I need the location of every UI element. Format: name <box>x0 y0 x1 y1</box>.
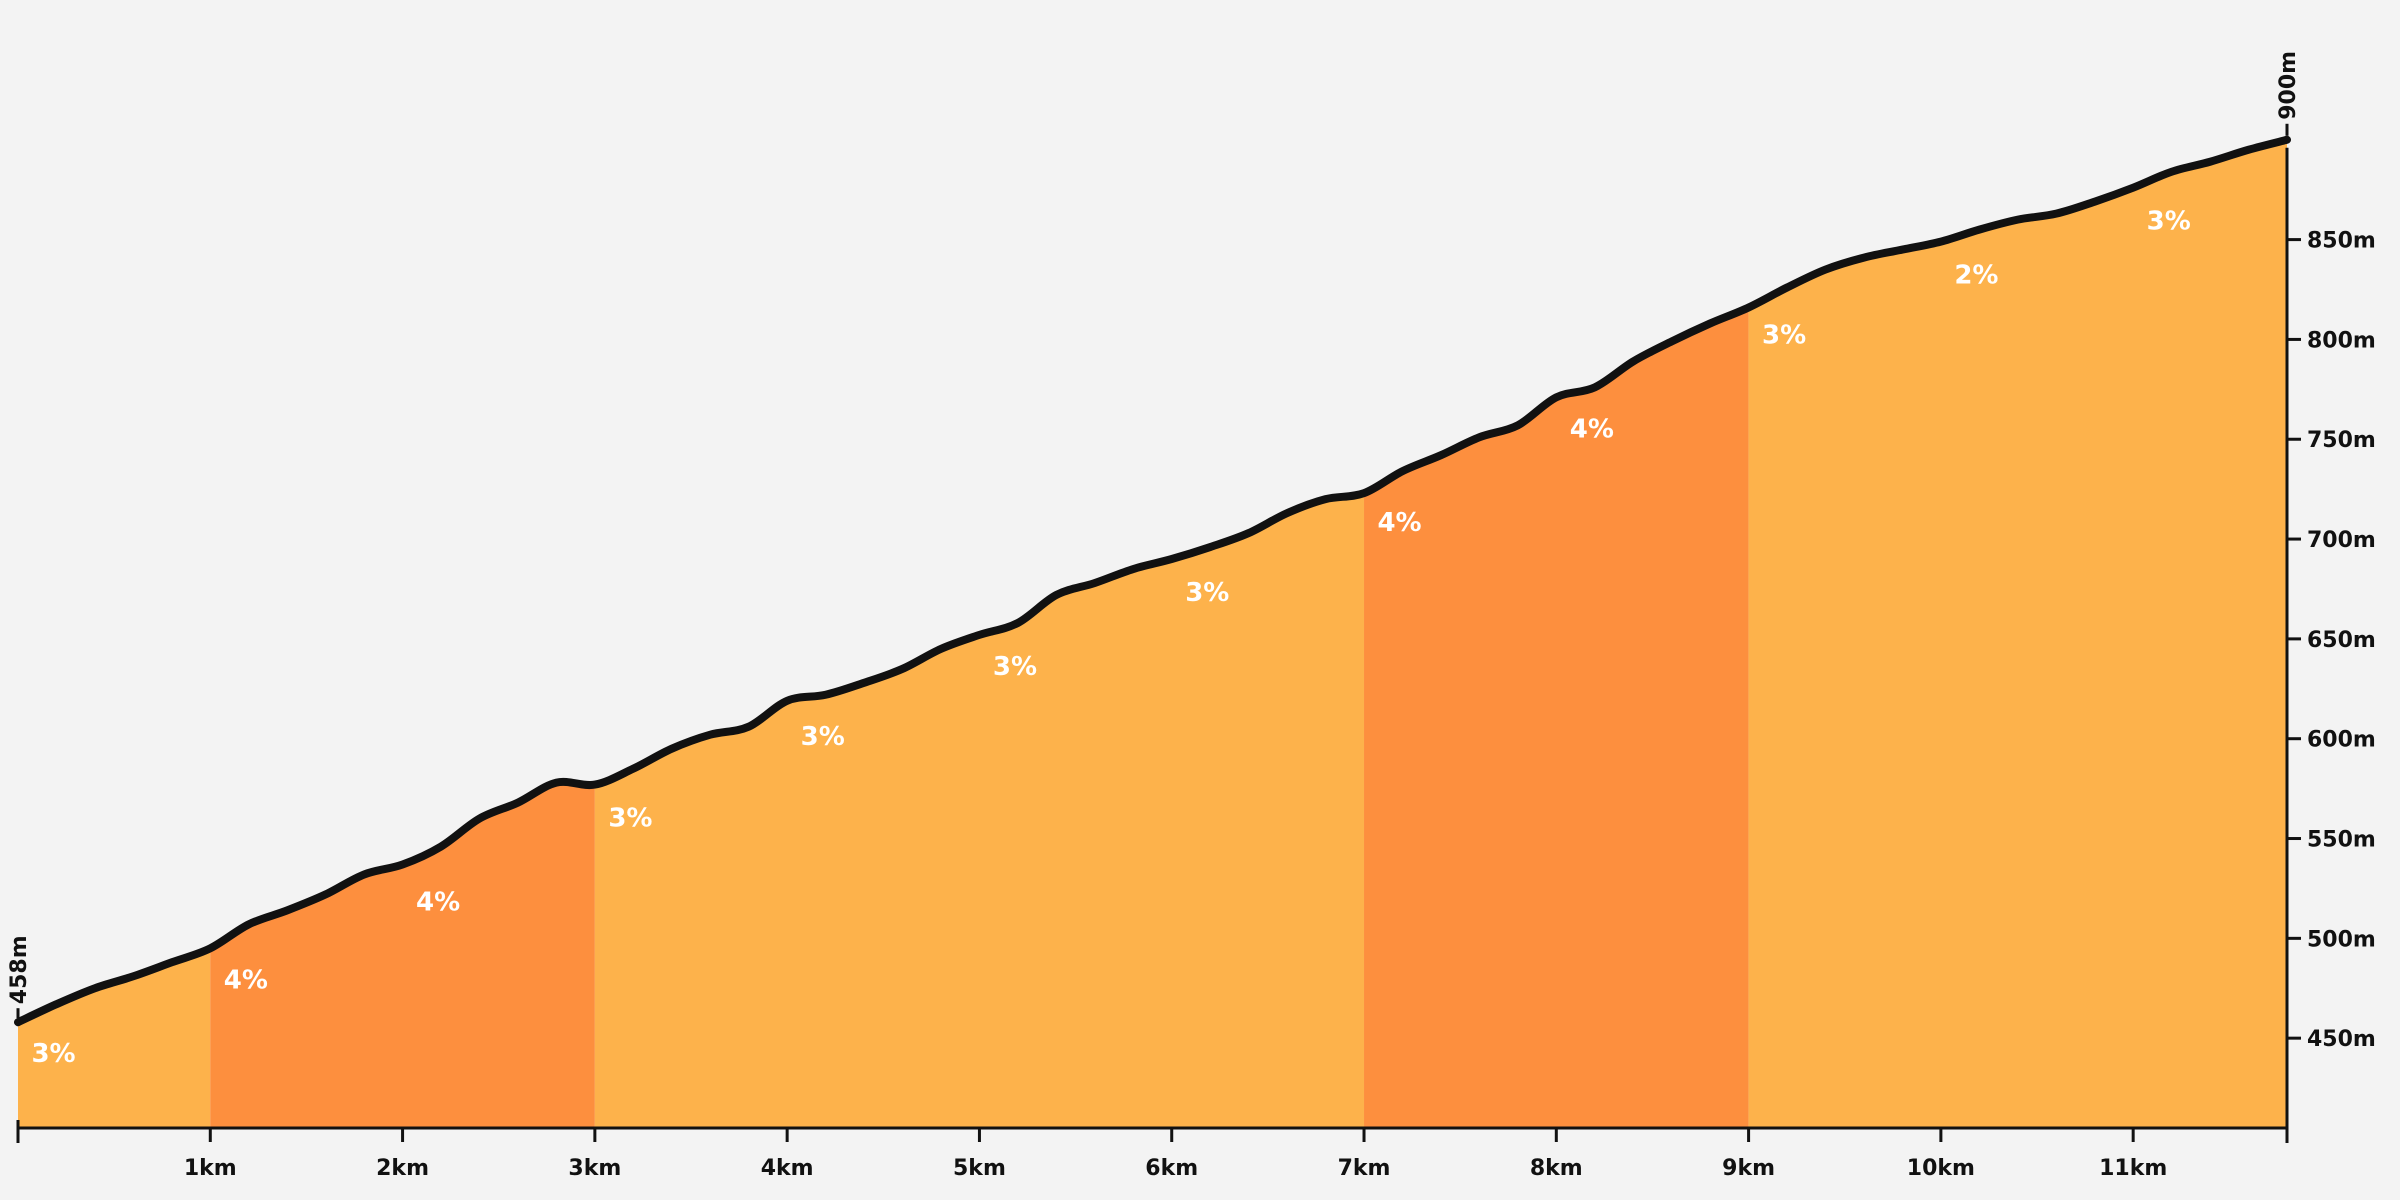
x-tick-label: 5km <box>953 1156 1006 1181</box>
grade-labels: 3% 4% 4% 3% 3% 3% 3% 4% 4% 3% 2% 3% <box>31 207 2190 1069</box>
x-tick-label: 1km <box>184 1156 237 1181</box>
grade-label: 3% <box>801 722 845 752</box>
grade-label: 4% <box>416 887 460 917</box>
y-tick-label: 850m <box>2307 229 2376 254</box>
y-tick-label: 650m <box>2307 628 2376 653</box>
elevation-line <box>14 135 2291 1027</box>
grade-segment-2 <box>210 139 595 1128</box>
grade-label: 3% <box>2147 207 2191 237</box>
grade-label: 4% <box>1570 414 1614 444</box>
y-tick-label: 550m <box>2307 828 2376 853</box>
grade-label: 4% <box>224 965 268 995</box>
y-tick-label: 700m <box>2307 528 2376 553</box>
x-tick-label: 7km <box>1338 1156 1391 1181</box>
end-elevation-label: 900m <box>2276 51 2301 120</box>
grade-label: 4% <box>1377 508 1421 538</box>
x-tick-label: 2km <box>376 1156 429 1181</box>
grade-segment-5 <box>1748 139 2287 1128</box>
y-tick-label: 500m <box>2307 927 2376 952</box>
grade-segment-3 <box>594 139 1365 1128</box>
x-tick-label: 4km <box>761 1156 814 1181</box>
grade-label: 2% <box>1954 261 1998 291</box>
y-tick-label: 800m <box>2307 328 2376 353</box>
y-tick-label: 750m <box>2307 428 2376 453</box>
x-tick-label: 10km <box>1907 1156 1975 1181</box>
grade-label: 3% <box>1762 320 1806 350</box>
y-tick-label: 600m <box>2307 728 2376 753</box>
elevation-line-layer <box>14 135 2291 1027</box>
x-tick-label: 9km <box>1722 1156 1775 1181</box>
y-tick-label: 450m <box>2307 1027 2376 1052</box>
grade-label: 3% <box>31 1039 75 1069</box>
x-tick-label: 8km <box>1530 1156 1583 1181</box>
grade-segment-4 <box>1364 139 1749 1128</box>
grade-label: 3% <box>993 652 1037 682</box>
x-tick-label: 6km <box>1145 1156 1198 1181</box>
grade-label: 3% <box>608 804 652 834</box>
x-tick-label: 3km <box>568 1156 621 1181</box>
x-tick-label: 11km <box>2099 1156 2167 1181</box>
axes: 1km 2km 3km 4km 5km 6km 7km 8km 9km 10km 11km 450m 5… <box>7 51 2376 1181</box>
start-elevation-label: 458m <box>7 935 32 1004</box>
grade-label: 3% <box>1185 578 1229 608</box>
